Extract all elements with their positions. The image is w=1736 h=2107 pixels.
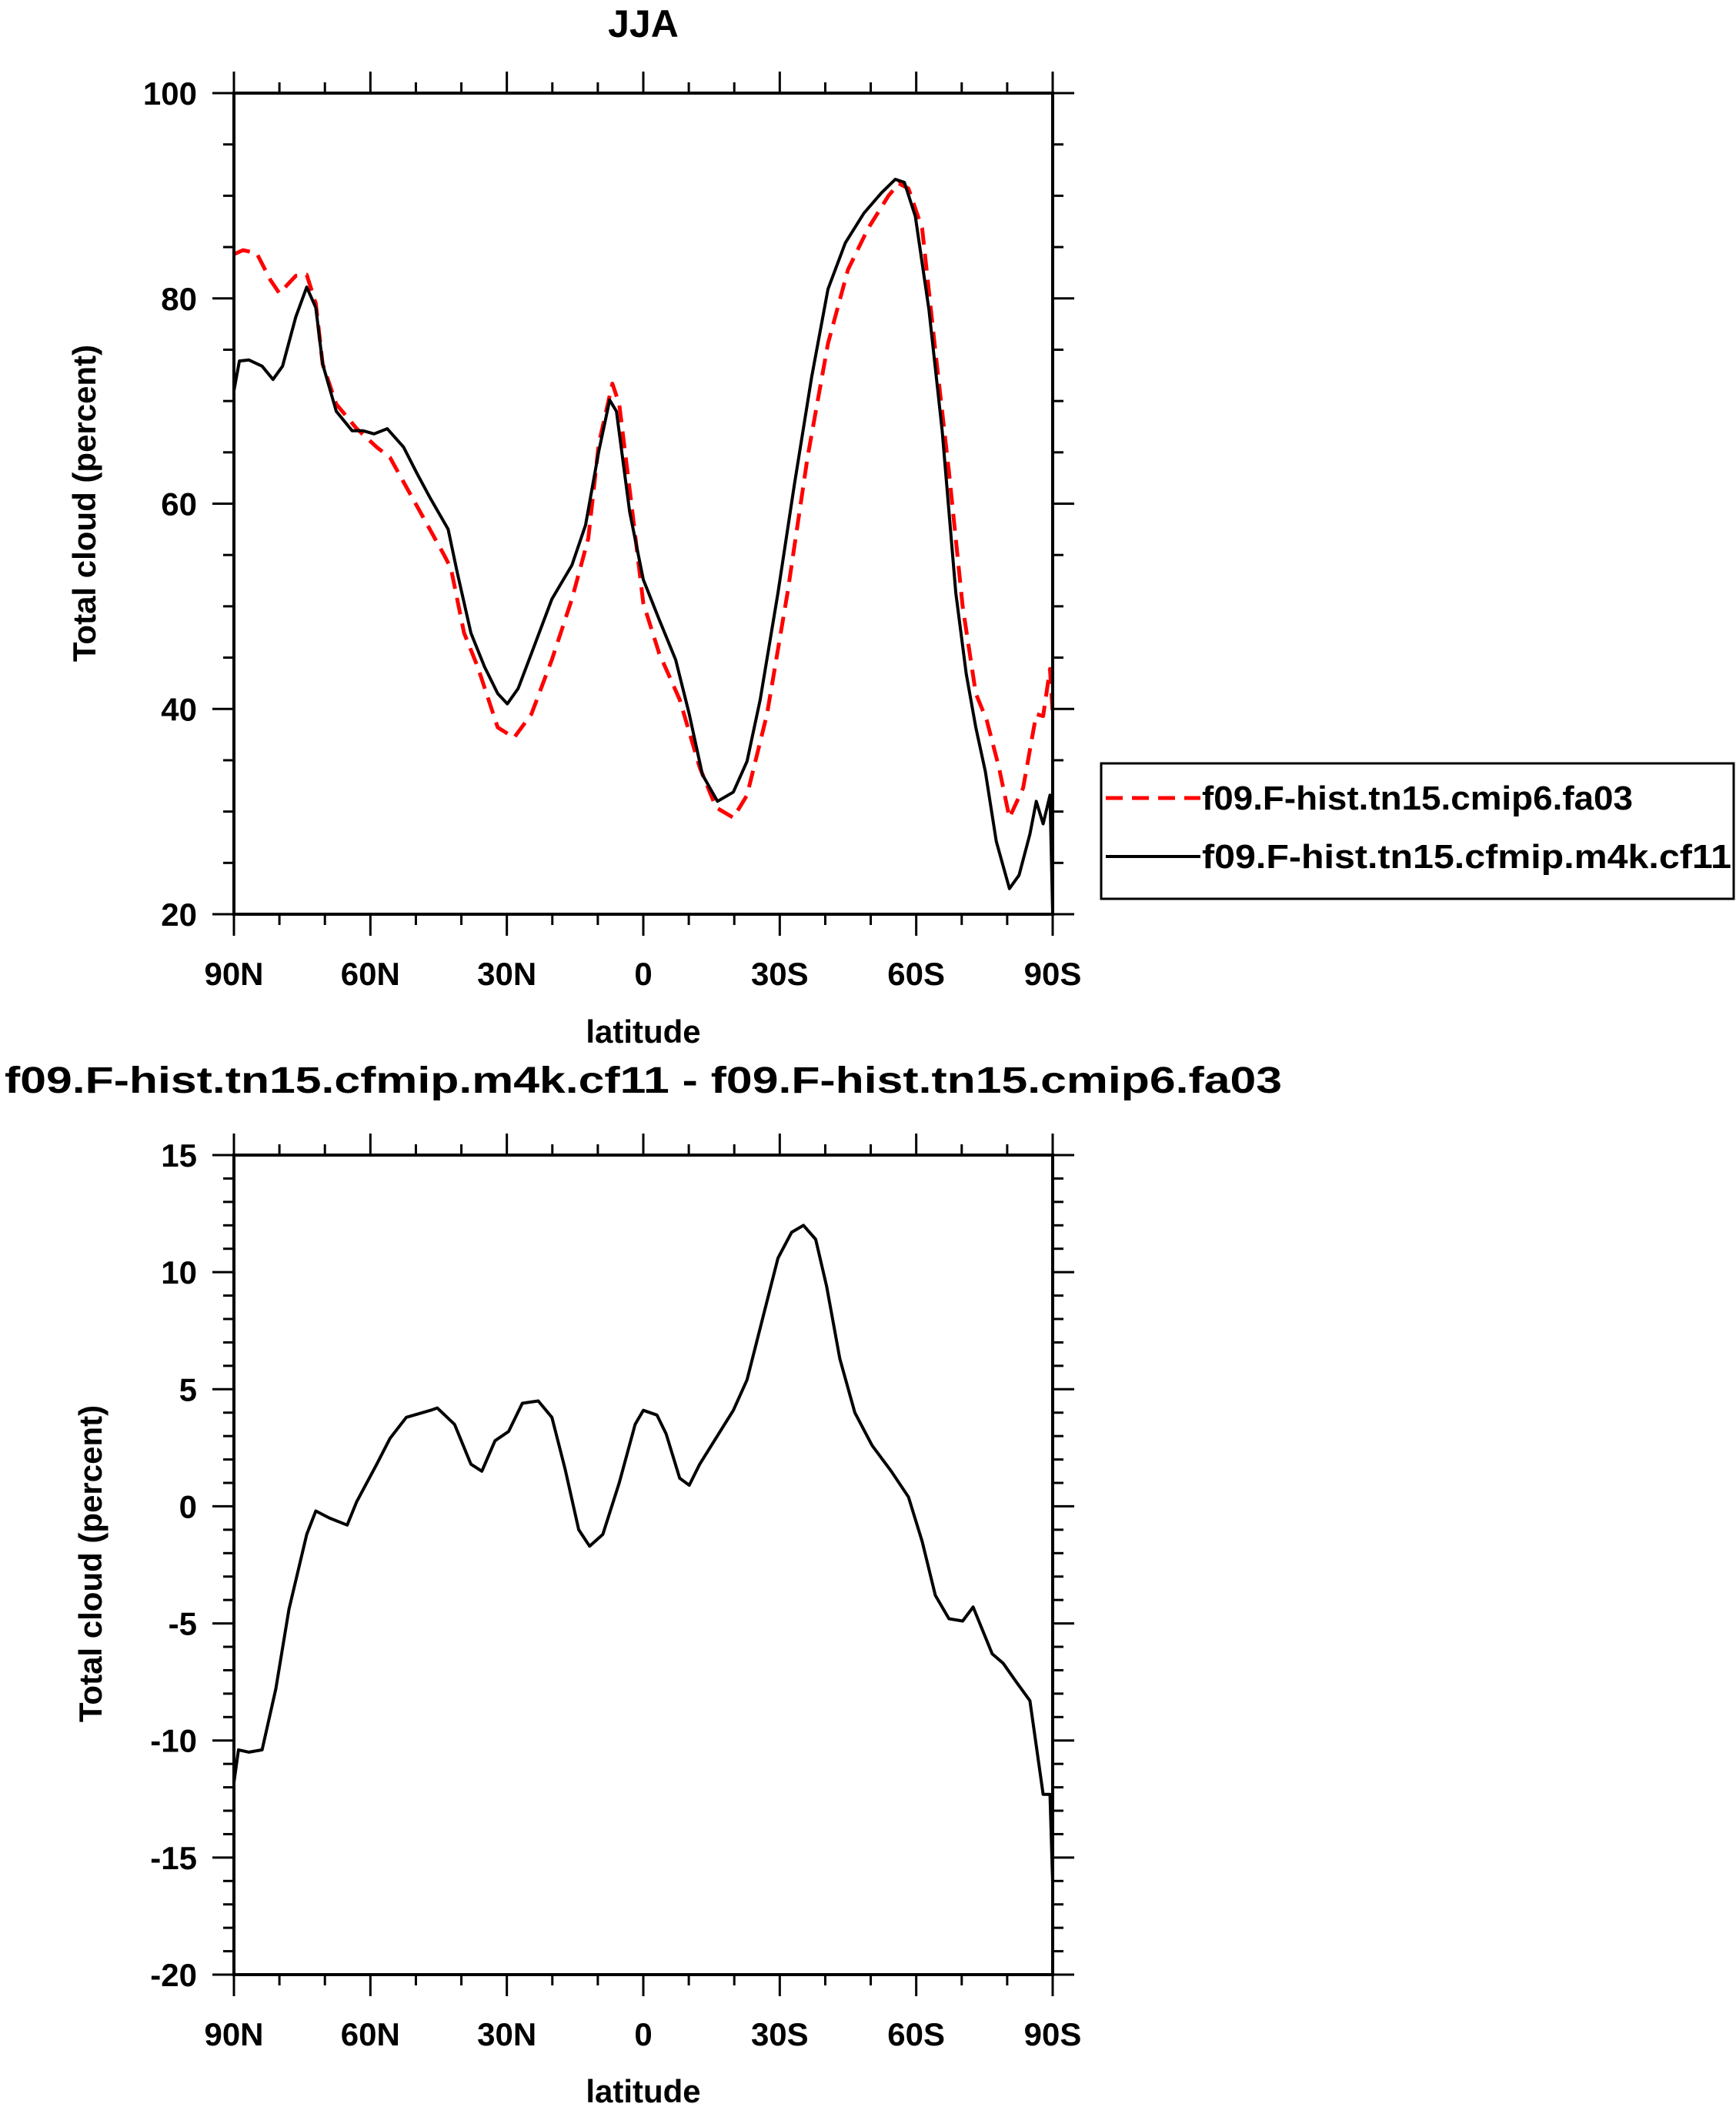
- x-tick-label: 60N: [341, 2016, 400, 2052]
- y-tick-label: -5: [169, 1606, 197, 1642]
- legend-label-cmip6: f09.F-hist.tn15.cmip6.fa03: [1202, 780, 1633, 817]
- series-line-0-0: [234, 181, 1053, 820]
- y-tick-label: 100: [143, 75, 197, 112]
- bottom-chart-title: f09.F-hist.tn15.cfmip.m4k.cf11 - f09.F-h…: [5, 1060, 1282, 1101]
- x-tick-label: 60N: [341, 956, 400, 992]
- y-tick-label: 40: [161, 691, 197, 727]
- top-plot: 90N 60N 30N 0 30S 60S 90S 100 80 60 40 20: [143, 72, 1081, 992]
- bottom-x-axis-label: latitude: [586, 2073, 700, 2107]
- bottom-plot: 90N 60N 30N 0 30S 60S 90S 15 10 5 0 -5 -10 -15 -20: [150, 1134, 1081, 2052]
- x-tick-label: 0: [634, 956, 652, 992]
- x-tick-label: 90N: [204, 956, 263, 992]
- x-tick-label: 30S: [751, 2016, 809, 2052]
- x-tick-label: 60S: [887, 956, 945, 992]
- x-tick-label: 30N: [477, 956, 536, 992]
- top-y-axis-label: Total cloud (percent): [66, 345, 102, 662]
- x-tick-label: 30S: [751, 956, 809, 992]
- x-tick-label: 30N: [477, 2016, 536, 2052]
- x-tick-label: 90S: [1024, 2016, 1082, 2052]
- y-tick-label: 15: [161, 1137, 197, 1174]
- x-tick-label: 60S: [887, 2016, 945, 2052]
- x-tick-label: 0: [634, 2016, 652, 2052]
- y-tick-label: 10: [161, 1254, 197, 1291]
- plot-frame: [232, 92, 1054, 916]
- series-line-1-0: [234, 1224, 1053, 1884]
- y-tick-label: 80: [161, 281, 197, 317]
- x-tick-label: 90S: [1024, 956, 1082, 992]
- y-tick-label: -10: [150, 1723, 197, 1759]
- y-tick-label: -20: [150, 1957, 197, 1993]
- top-chart-title: JJA: [608, 2, 679, 45]
- legend-box: [1100, 762, 1735, 900]
- plot-frame: [232, 1154, 1054, 1976]
- bottom-y-axis-label: Total cloud (percent): [72, 1405, 108, 1722]
- series-line-0-1: [234, 178, 1053, 913]
- y-tick-label: 20: [161, 897, 197, 933]
- legend: f09.F-hist.tn15.cmip6.fa03 f09.F-hist.tn…: [1100, 762, 1735, 900]
- y-tick-label: 60: [161, 486, 197, 523]
- y-tick-label: -15: [150, 1840, 197, 1876]
- y-tick-label: 5: [179, 1371, 197, 1407]
- x-tick-label: 90N: [204, 2016, 263, 2052]
- top-x-axis-label: latitude: [586, 1013, 700, 1050]
- legend-label-cfmip: f09.F-hist.tn15.cfmip.m4k.cf11: [1202, 838, 1731, 876]
- y-tick-label: 0: [179, 1488, 197, 1524]
